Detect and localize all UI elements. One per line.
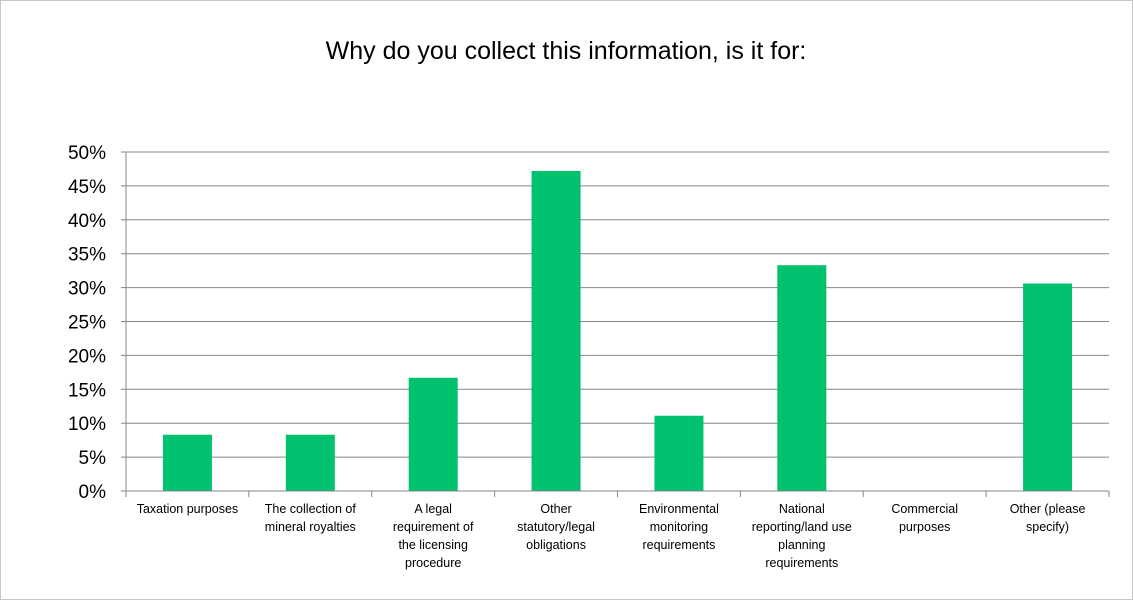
x-tick-label: A legal requirement of the licensing proced… — [393, 502, 474, 570]
y-tick-label: 40% — [68, 211, 106, 232]
y-tick-label: 50% — [68, 143, 106, 164]
y-axis-ticks: 0% 5% 10% 15% 20% 25% 30% 35% 40% 45% 50% — [68, 143, 126, 503]
y-tick-label: 45% — [68, 177, 106, 198]
bar — [162, 434, 212, 491]
chart-title: Why do you collect this information, is … — [326, 37, 807, 65]
y-tick-label: 25% — [68, 313, 106, 334]
bar — [777, 265, 827, 491]
x-tick-label: The collection of mineral royalties — [265, 502, 357, 534]
bar — [1023, 283, 1073, 491]
bar — [285, 434, 335, 491]
x-axis-labels: Taxation purposes The collection of minera… — [137, 502, 1086, 570]
x-tick-label: Other statutory/legal obligations — [517, 502, 595, 552]
y-tick-label: 35% — [68, 245, 106, 266]
bar — [408, 377, 458, 491]
x-tick-label: Commercial purposes — [891, 502, 958, 534]
x-tick-label: Taxation purposes — [137, 502, 238, 516]
bars — [162, 170, 1073, 491]
bar — [531, 170, 581, 491]
gridlines — [126, 151, 1109, 458]
y-tick-label: 15% — [68, 380, 106, 401]
x-axis — [125, 152, 1110, 497]
x-tick-label: Other (please specify) — [1010, 502, 1086, 534]
y-tick-label: 20% — [68, 346, 106, 367]
y-tick-label: 0% — [79, 482, 107, 503]
bar — [654, 415, 704, 491]
x-tick-label: National reporting/land use planning requir… — [752, 502, 852, 570]
y-tick-label: 30% — [68, 279, 106, 300]
y-tick-label: 5% — [79, 448, 107, 469]
x-tick-label: Environmental monitoring requirements — [639, 502, 719, 552]
y-tick-label: 10% — [68, 414, 106, 435]
